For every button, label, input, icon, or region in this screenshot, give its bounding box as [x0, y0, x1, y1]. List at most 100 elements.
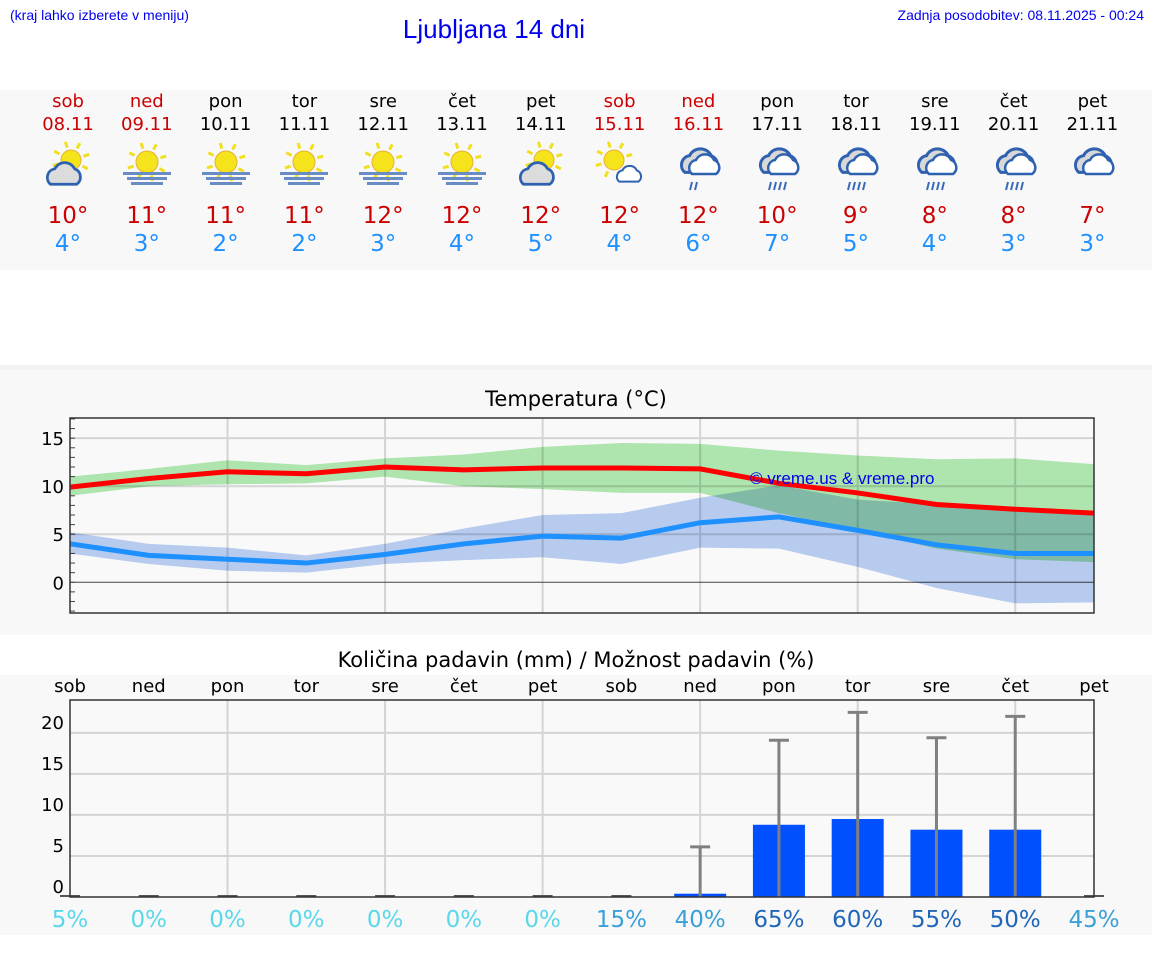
min-temperature: 4°: [54, 231, 82, 257]
min-temperature: 7°: [764, 231, 791, 257]
day-name: čet: [999, 91, 1028, 112]
max-temperature-line: [69, 464, 1095, 516]
plot-frame: [69, 699, 1095, 898]
day-name: tor: [291, 91, 318, 112]
day-date: 16.11: [672, 114, 725, 135]
max-temperature: 9°: [842, 203, 870, 229]
sun-fog-weather-icon: [280, 142, 329, 185]
x-category-label: pon: [762, 676, 796, 697]
x-category-label: tor: [294, 676, 320, 697]
max-temperature: 7°: [1079, 203, 1106, 229]
day-forecast: čet 13.11 12° 4°: [422, 90, 502, 258]
max-temperature: 12°: [678, 203, 719, 229]
y-tick-label: 5: [53, 525, 64, 546]
day-forecast: ned 16.11 12° 6°: [658, 90, 738, 258]
day-date: 12.11: [357, 114, 409, 135]
rain-weather-icon: [837, 147, 879, 191]
day-date: 11.11: [278, 114, 331, 135]
x-category-label: sob: [54, 676, 86, 697]
day-date: 20.11: [987, 114, 1040, 135]
min-temperature: 2°: [212, 231, 239, 257]
precipitation-probability: 15%: [596, 907, 647, 933]
x-category-label: sob: [605, 676, 637, 697]
y-tick-label: 5: [53, 836, 64, 857]
precipitation-probability: 0%: [524, 907, 561, 933]
min-temperature: 5°: [842, 231, 870, 257]
day-date: 14.11: [515, 114, 567, 135]
day-forecast: sob 15.11 12° 4°: [580, 90, 660, 258]
max-temperature: 11°: [126, 203, 168, 229]
min-temperature: 3°: [133, 231, 160, 257]
max-temperature: 10°: [47, 203, 89, 229]
min-temperature: 3°: [370, 231, 397, 257]
precipitation-probability: 55%: [911, 907, 962, 933]
day-date: 15.11: [593, 114, 646, 135]
day-name: ned: [129, 91, 164, 112]
day-name: pon: [760, 91, 795, 112]
x-category-label: čet: [1001, 676, 1029, 697]
x-category-label: ned: [132, 676, 166, 697]
day-forecast: sob 08.11 10° 4°: [28, 90, 108, 258]
max-temperature: 12°: [599, 203, 640, 229]
day-name: ned: [681, 91, 716, 112]
min-temperature: 5°: [527, 231, 554, 257]
temperature-chart: 0 5 10 15 © vreme.us & vreme.pro: [41, 417, 1095, 614]
divider: [0, 365, 1152, 370]
precipitation-probability: 45%: [1068, 907, 1119, 933]
day-forecast: sre 19.11 8° 4°: [895, 90, 975, 258]
min-temperature: 4°: [921, 231, 948, 257]
x-category-label: pet: [528, 676, 558, 697]
x-category-label: ned: [683, 676, 717, 697]
precipitation-probability: 65%: [753, 907, 804, 933]
max-temperature: 8°: [921, 203, 948, 229]
max-temperature: 11°: [284, 203, 325, 229]
day-date: 08.11: [42, 114, 94, 135]
precipitation-probability: 0%: [288, 907, 325, 933]
rain-weather-icon: [759, 147, 800, 191]
cloudy-weather-icon: [1074, 147, 1115, 176]
precipitation-probability: 60%: [832, 907, 883, 933]
y-tick-label: 20: [41, 713, 64, 734]
watermark: © vreme.us & vreme.pro: [750, 469, 934, 488]
sun-cloud-weather-icon: [518, 141, 563, 186]
day-name: tor: [843, 91, 869, 112]
day-date: 18.11: [830, 114, 882, 135]
location-hint: (kraj lahko izberete v meniju): [10, 7, 189, 23]
day-forecast: pet 14.11 12° 5°: [501, 90, 581, 258]
daily-forecast-strip: sob 08.11 10° 4° ned 09.11 11° 3° pon 10.1…: [0, 90, 1152, 270]
day-forecast: ned 09.11 11° 3°: [107, 90, 187, 258]
y-tick-label: 15: [41, 429, 64, 450]
day-name: pet: [526, 91, 556, 112]
day-date: 17.11: [751, 114, 803, 135]
day-forecast: pon 17.11 10° 7°: [737, 90, 817, 258]
precipitation-probability: 0%: [367, 907, 404, 933]
sun-fog-weather-icon: [359, 142, 408, 185]
precipitation-probability: 50%: [990, 907, 1041, 933]
page-title: Ljubljana 14 dni: [402, 14, 586, 44]
max-temperature: 12°: [520, 203, 562, 229]
day-date: 09.11: [121, 114, 173, 135]
light-rain-weather-icon: [680, 147, 721, 191]
max-temperature: 12°: [441, 203, 483, 229]
day-forecast: tor 11.11 11° 2°: [264, 90, 344, 258]
min-temperature: 3°: [1079, 231, 1106, 257]
day-name: sob: [52, 91, 84, 112]
day-date: 10.11: [199, 114, 252, 135]
max-temperature: 12°: [362, 203, 404, 229]
min-temperature: 2°: [291, 231, 318, 257]
sun-small-cloud-weather-icon: [594, 141, 642, 183]
day-date: 19.11: [909, 114, 961, 135]
x-category-label: čet: [450, 676, 478, 697]
y-tick-label: 15: [41, 754, 64, 775]
last-updated: Zadnja posodobitev: 08.11.2025 - 00:24: [897, 7, 1144, 23]
x-category-label: pet: [1079, 676, 1109, 697]
min-temperature: 3°: [1000, 231, 1027, 257]
min-temperature-line: [69, 514, 1094, 566]
day-name: sob: [603, 91, 636, 112]
rain-weather-icon: [916, 147, 958, 191]
day-name: pet: [1077, 91, 1108, 112]
x-category-label: pon: [211, 676, 245, 697]
max-temperature: 11°: [205, 203, 246, 229]
day-forecast: pet 21.11 7° 3°: [1052, 90, 1132, 258]
day-forecast: pon 10.11 11° 2°: [186, 90, 266, 258]
